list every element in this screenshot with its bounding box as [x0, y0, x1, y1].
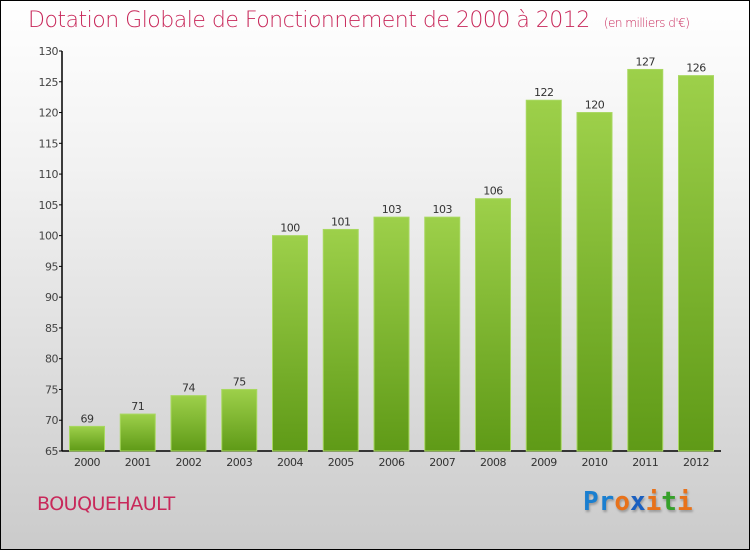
- y-tick-label: 100: [39, 230, 59, 243]
- chart-subtitle: (en milliers d'€): [603, 16, 690, 30]
- proxiti-logo: Proxiti: [583, 487, 693, 517]
- bar-2005: [322, 228, 359, 452]
- data-label: 127: [636, 55, 656, 68]
- chart-title: Dotation Globale de Fonctionnement de 20…: [28, 8, 690, 33]
- data-label: 103: [433, 203, 453, 216]
- bar-2012: [678, 75, 714, 452]
- bar-2003: [221, 388, 258, 452]
- bar-2009: [525, 99, 562, 452]
- y-tick-label: 85: [45, 322, 58, 335]
- y-tick-label: 120: [39, 107, 59, 120]
- commune-name: BOUQUEHAULT: [37, 493, 175, 515]
- x-tick-label: 2004: [277, 456, 303, 469]
- y-tick-label: 105: [39, 199, 59, 212]
- bar-2002: [170, 395, 207, 452]
- x-tick-label: 2001: [125, 456, 151, 469]
- bar-2008: [475, 198, 511, 452]
- bar-2004: [272, 235, 308, 452]
- bar-2007: [424, 216, 461, 452]
- logo-letter: t: [661, 487, 677, 517]
- y-tick-label: 115: [39, 137, 59, 150]
- data-label: 74: [182, 382, 195, 395]
- x-tick-label: 2009: [531, 456, 557, 469]
- x-tick-label: 2003: [226, 456, 252, 469]
- data-label: 126: [686, 62, 706, 75]
- y-tick-label: 65: [45, 445, 58, 458]
- data-label: 71: [131, 400, 144, 413]
- logo-letter: r: [598, 487, 615, 517]
- title-text: Dotation Globale de Fonctionnement de 20…: [28, 8, 590, 33]
- x-tick-label: 2007: [429, 456, 455, 469]
- y-tick-label: 95: [45, 260, 58, 273]
- x-tick-label: 2011: [632, 456, 658, 469]
- y-tick-label: 125: [39, 76, 59, 89]
- bar-2011: [627, 68, 664, 452]
- y-tick-label: 90: [45, 291, 58, 304]
- y-tick-label: 130: [39, 45, 59, 58]
- x-tick-label: 2005: [328, 456, 354, 469]
- x-tick-label: 2006: [379, 456, 405, 469]
- x-tick-label: 2012: [683, 456, 709, 469]
- x-tick-label: 2010: [582, 456, 608, 469]
- data-label: 100: [280, 222, 300, 235]
- logo-letter: x: [629, 487, 646, 517]
- data-label: 69: [81, 412, 94, 425]
- data-label: 75: [233, 375, 246, 388]
- y-tick-label: 75: [45, 383, 58, 396]
- bar-2010: [576, 112, 613, 452]
- x-tick-label: 2002: [176, 456, 202, 469]
- y-tick-label: 70: [45, 414, 58, 427]
- data-label: 106: [483, 185, 503, 198]
- bar-2001: [119, 413, 156, 452]
- logo-letter: i: [645, 487, 662, 517]
- data-label: 103: [382, 203, 402, 216]
- logo-letter: P: [583, 487, 599, 517]
- x-tick-label: 2008: [480, 456, 506, 469]
- logo-letter: i: [676, 487, 693, 517]
- bar-2000: [69, 425, 105, 452]
- data-label: 122: [534, 86, 554, 99]
- data-label: 101: [331, 215, 351, 228]
- data-label: 120: [585, 99, 605, 112]
- y-tick-label: 110: [39, 168, 59, 181]
- y-tick-label: 80: [45, 353, 58, 366]
- x-tick-label: 2000: [74, 456, 100, 469]
- logo-letter: o: [614, 487, 630, 517]
- bar-2006: [373, 216, 410, 452]
